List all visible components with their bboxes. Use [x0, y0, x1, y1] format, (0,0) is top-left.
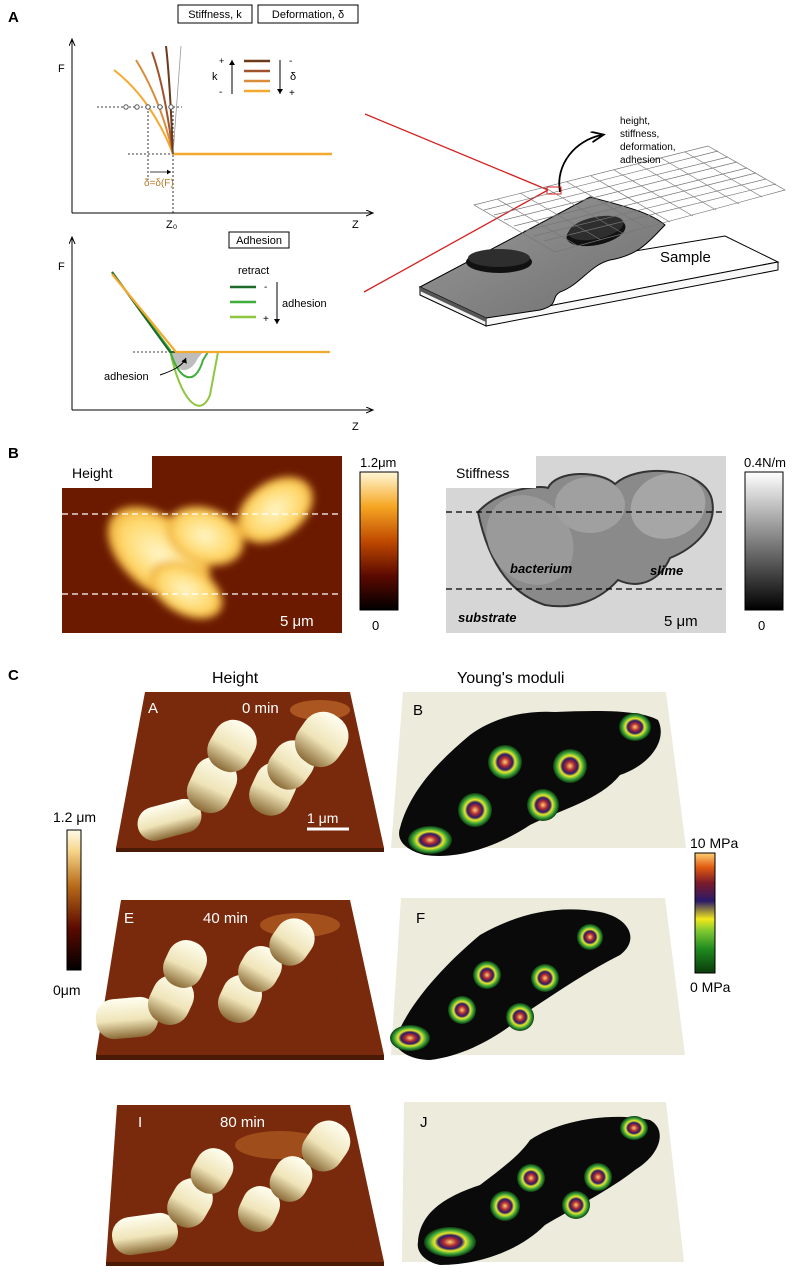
- tile-letter-a: A: [148, 700, 158, 717]
- panel-c-label: C: [8, 667, 19, 684]
- young-scale-max: 10 MPa: [690, 835, 738, 851]
- tile-time-80: 80 min: [220, 1114, 265, 1131]
- bottom-z-label: Z: [352, 421, 359, 433]
- stiffness-box-text: Stiffness, k: [188, 9, 242, 21]
- stiffness-scale-min: 0: [758, 618, 765, 633]
- stiffness-box: [177, 4, 253, 24]
- height-column-title: Height: [212, 670, 259, 687]
- deformation-box-text: Deformation, δ: [272, 9, 344, 21]
- tile-young-80min: [402, 1102, 684, 1265]
- substrate-label: substrate: [458, 610, 517, 625]
- adhesion-box: [228, 231, 290, 249]
- svg-text:+: +: [289, 88, 295, 99]
- connector-line-bottom: [363, 189, 549, 293]
- panel-b-label: B: [8, 445, 19, 462]
- panel-b: B Height 5 μm 1.2μm 0 Stiffness bacteriu…: [8, 445, 786, 633]
- slime-label: slime: [650, 563, 683, 578]
- stiffness-colorbar: [744, 471, 784, 611]
- tile-letter-i: I: [138, 1114, 142, 1131]
- sample-diagram: [418, 135, 786, 327]
- svg-text:δ: δ: [290, 71, 296, 83]
- panel-a: A Stiffness, k Deformation, δ F Z Z₀ δ=δ…: [8, 4, 786, 433]
- tile-young-0min: [391, 692, 686, 856]
- sample-label: Sample: [660, 249, 711, 266]
- stiffness-legend: + k - - δ +: [212, 56, 296, 99]
- svg-text:+: +: [263, 314, 269, 325]
- svg-text:-: -: [219, 87, 222, 98]
- height-colorbar-c: [66, 829, 82, 971]
- panel-a-label: A: [8, 9, 19, 26]
- height-title: Height: [72, 465, 113, 481]
- height-scale-max: 1.2μm: [360, 455, 396, 470]
- tile-height-0min: [116, 692, 384, 852]
- svg-text:-: -: [289, 56, 292, 67]
- grid-note: height, stiffness, deformation, adhesion: [620, 116, 678, 166]
- height-scale-min: 0: [372, 618, 379, 633]
- stiffness-scalebar: 5 μm: [664, 613, 698, 630]
- height-scalebar: 5 μm: [280, 613, 314, 630]
- tile-letter-b: B: [413, 702, 423, 719]
- z0-label: Z₀: [166, 219, 177, 231]
- stiffness-title-bg: [446, 456, 536, 488]
- adhesion-arrow-label: adhesion: [104, 371, 149, 383]
- retract-curves: [111, 271, 330, 407]
- height-scale-max-c: 1.2 μm: [53, 809, 96, 825]
- panel-c: C Height Young's moduli 1.2 μm 0μm 10 MP…: [8, 667, 738, 1266]
- deformation-box: [257, 4, 359, 24]
- bacterium-label: bacterium: [510, 561, 573, 576]
- connector-line-top: [364, 113, 549, 191]
- height-colorbar: [359, 471, 399, 611]
- height-scale-min-c: 0μm: [53, 982, 81, 998]
- tile-letter-e: E: [124, 910, 134, 927]
- tile-letter-f: F: [416, 910, 425, 927]
- svg-text:adhesion: adhesion: [282, 298, 327, 310]
- retract-legend: retract - + adhesion: [230, 265, 327, 325]
- height-title-bg: [62, 456, 152, 488]
- stiffness-scale-max: 0.4N/m: [744, 455, 786, 470]
- svg-text:-: -: [264, 282, 267, 293]
- svg-text:k: k: [212, 71, 218, 83]
- top-z-label: Z: [352, 219, 359, 231]
- tile-scalebar-label: 1 μm: [307, 810, 338, 826]
- adhesion-box-text: Adhesion: [236, 235, 282, 247]
- young-colorbar: [694, 852, 716, 974]
- young-column-title: Young's moduli: [457, 670, 564, 687]
- svg-text:retract: retract: [238, 265, 269, 277]
- top-f-label: F: [58, 63, 65, 75]
- stiffness-curves: [113, 45, 332, 156]
- tile-letter-j: J: [420, 1114, 428, 1131]
- bottom-f-label: F: [58, 261, 65, 273]
- tile-young-40min: [390, 898, 685, 1060]
- tile-time-40: 40 min: [203, 910, 248, 927]
- stiffness-title: Stiffness: [456, 465, 509, 481]
- delta-equation: δ=δ(F): [144, 178, 174, 189]
- tile-time-0: 0 min: [242, 700, 279, 717]
- tile-height-40min: [95, 900, 384, 1060]
- tile-height-80min: [106, 1105, 384, 1266]
- svg-text:+: +: [219, 56, 224, 66]
- young-scale-min: 0 MPa: [690, 979, 731, 995]
